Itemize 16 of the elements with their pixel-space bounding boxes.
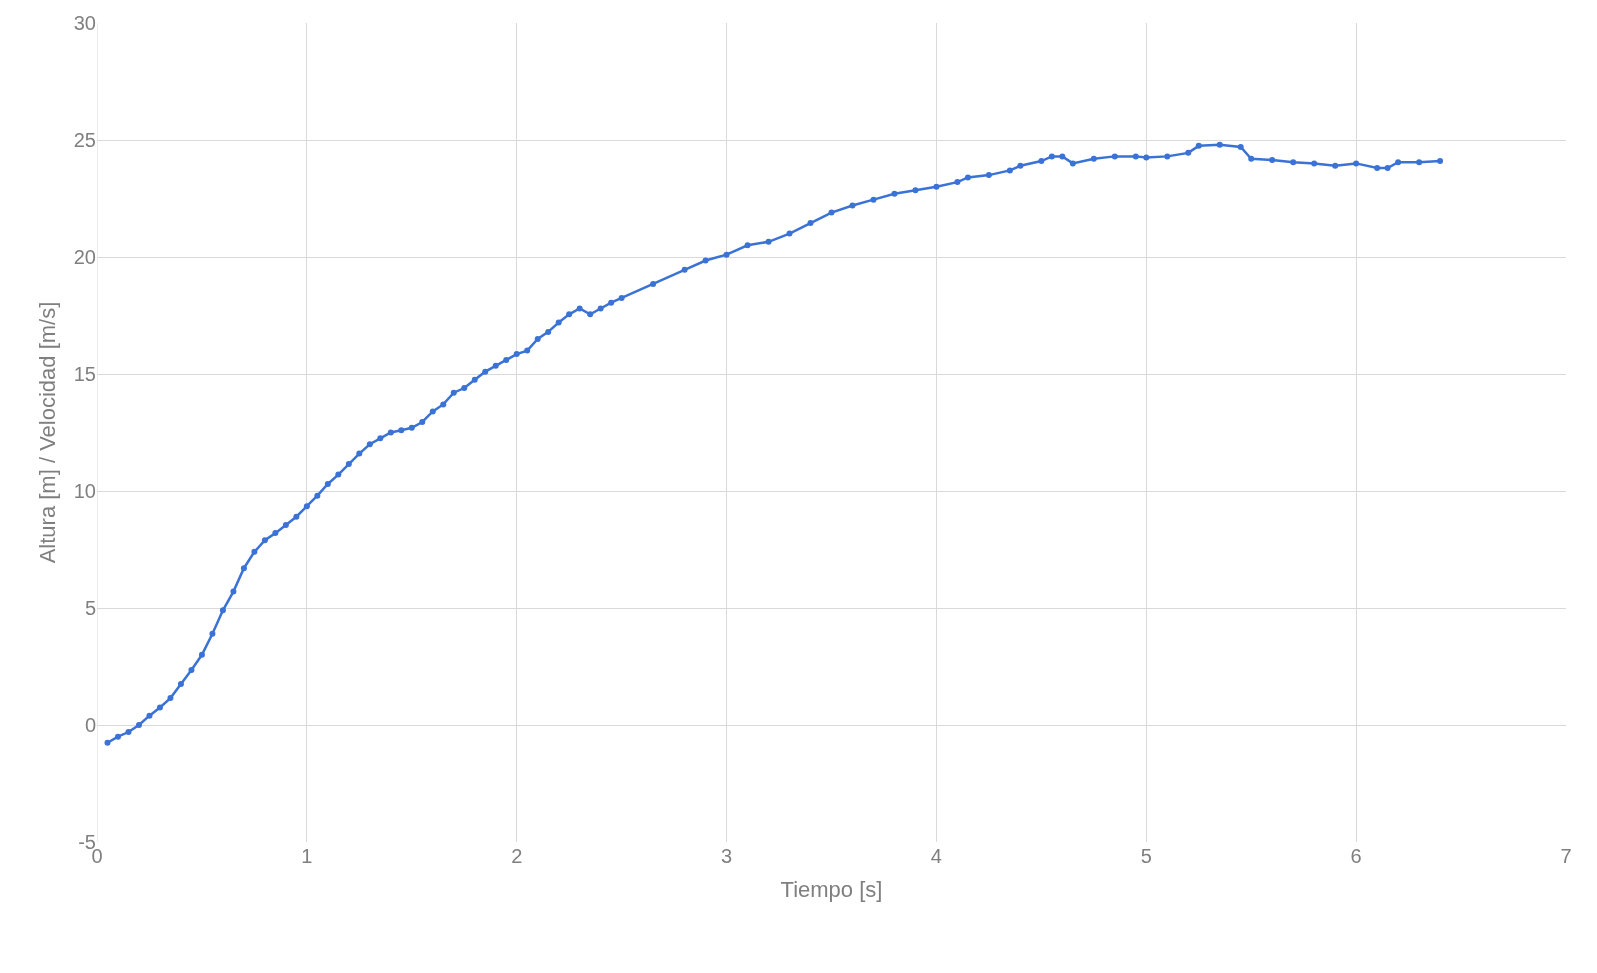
y-axis-title: Altura [m] / Velocidad [m/s] [34,301,60,564]
x-tick-label: 2 [511,845,523,867]
y-tick-label: 5 [84,597,96,619]
y-tick-label: 0 [84,714,96,736]
y-tick-label: 15 [73,363,96,385]
x-tick-label: 3 [721,845,733,867]
x-tick-label: 1 [301,845,313,867]
y-tick-label: 10 [73,480,96,502]
y-tick-label: 25 [73,129,96,151]
x-tick-label: 5 [1140,845,1152,867]
y-tick-label: 30 [73,12,96,34]
x-tick-label: 7 [1560,845,1572,867]
x-tick-label: 6 [1350,845,1362,867]
x-axis-title: Tiempo [s] [780,876,883,902]
x-tick-label: 4 [930,845,942,867]
y-tick-label: 20 [73,246,96,268]
